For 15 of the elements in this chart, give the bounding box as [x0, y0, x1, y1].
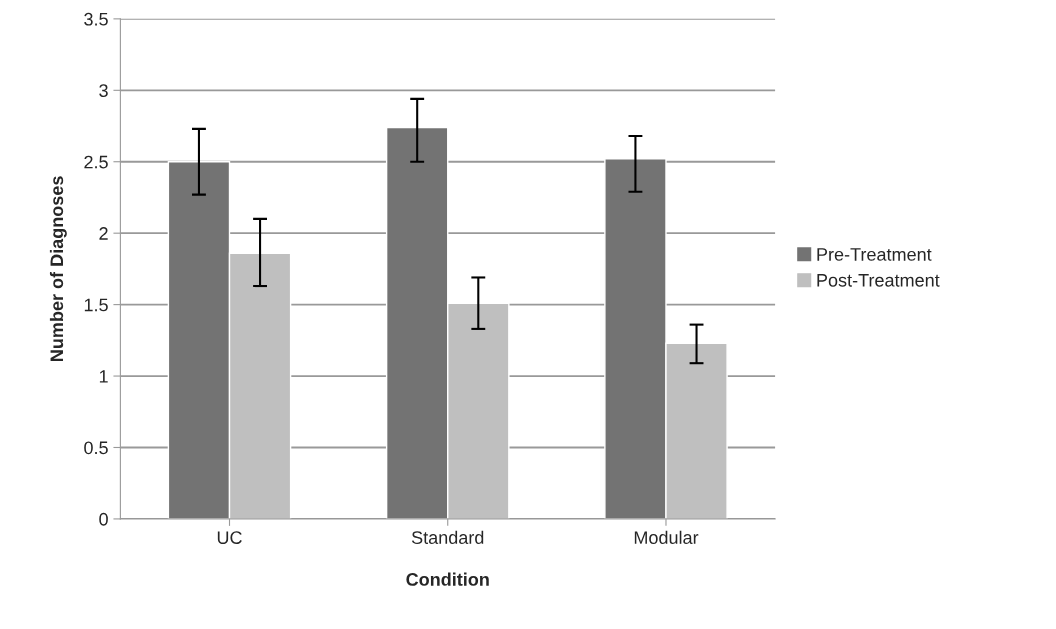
y-tick-label: 1.5: [84, 298, 108, 312]
y-tick-label: 0: [99, 512, 108, 526]
x-axis-title: Condition: [406, 572, 489, 586]
legend-label: Post-Treatment: [817, 274, 940, 287]
y-tick-label: 2.5: [84, 155, 108, 169]
x-tick-label: Standard: [411, 530, 484, 544]
y-tick-label: 3: [99, 84, 108, 98]
x-tick-label: Modular: [634, 530, 699, 544]
x-tick-label: UC: [217, 531, 242, 544]
y-tick-label: 3.5: [84, 12, 108, 26]
legend-label: Pre-Treatment: [817, 248, 932, 261]
y-axis-title: Number of Diagnoses: [49, 176, 67, 361]
y-tick-label: 2: [99, 227, 108, 240]
y-tick-label: 1: [99, 370, 108, 383]
y-tick-label: 0.5: [84, 441, 108, 455]
